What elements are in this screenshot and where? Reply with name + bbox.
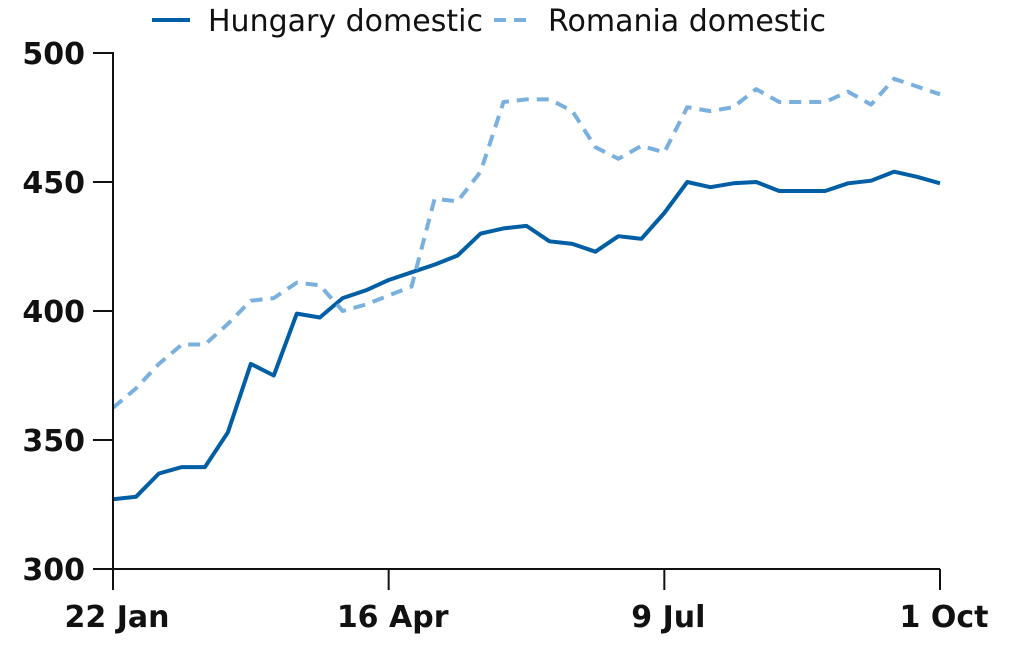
y-tick-label: 300 (22, 553, 85, 588)
y-ticks: 300 350 400 450 500 (22, 37, 113, 588)
y-tick-label: 450 (22, 166, 85, 201)
y-tick-label: 350 (22, 424, 85, 459)
series-layer (111, 76, 941, 502)
series-line-hungary (112, 169, 941, 502)
y-tick-label: 500 (22, 37, 85, 72)
legend: Hungary domestic Romania domestic (152, 4, 826, 39)
x-tick-label: 16 Apr (337, 600, 449, 635)
x-tick-label: 1 Oct (900, 600, 989, 635)
series-line-romania (111, 76, 941, 410)
x-tick-label: 22 Jan (65, 600, 170, 635)
y-tick-label: 400 (22, 295, 85, 330)
axes (112, 52, 940, 570)
legend-label-romania: Romania domestic (548, 4, 826, 39)
legend-label-hungary: Hungary domestic (208, 4, 483, 39)
x-tick-label: 9 Jul (631, 600, 705, 635)
x-ticks: 22 Jan 16 Apr 9 Jul 1 Oct (65, 569, 989, 635)
